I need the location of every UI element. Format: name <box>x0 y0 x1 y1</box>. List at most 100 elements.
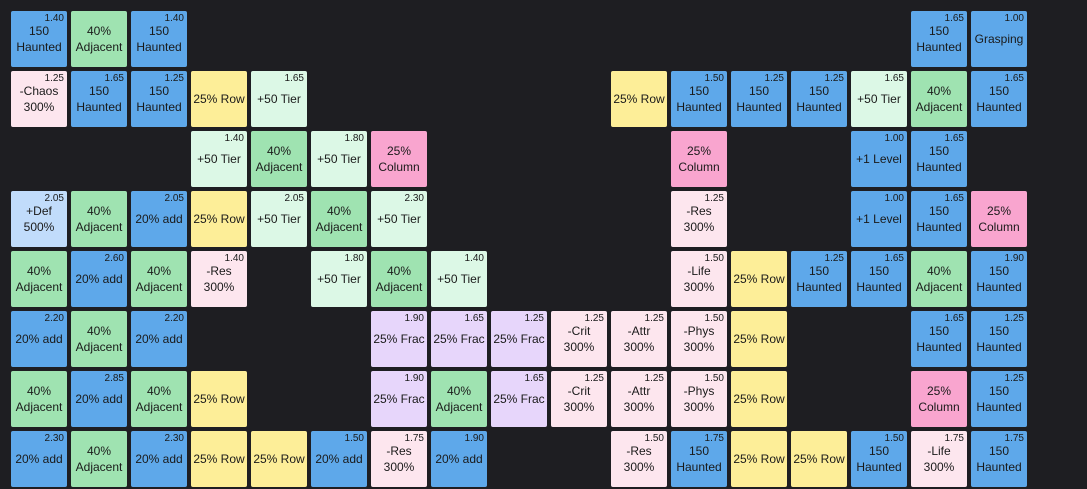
tile-r3-c14[interactable]: 1.00 +1 Level <box>851 191 907 247</box>
tile-r7-c16[interactable]: 1.75 150 Haunted <box>971 431 1027 487</box>
tile-r5-c9[interactable]: 1.25 -Crit 300% <box>551 311 607 367</box>
tile-r3-c2[interactable]: 2.05 20% add <box>131 191 187 247</box>
tile-r6-c6[interactable]: 1.90 25% Frac <box>371 371 427 427</box>
tile-r3-c1[interactable]: 40% Adjacent <box>71 191 127 247</box>
tile-r0-c1[interactable]: 40% Adjacent <box>71 11 127 67</box>
tile-r2-c3[interactable]: 1.40 +50 Tier <box>191 131 247 187</box>
tile-r6-c9[interactable]: 1.25 -Crit 300% <box>551 371 607 427</box>
tile-r1-c4[interactable]: 1.65 +50 Tier <box>251 71 307 127</box>
tile-r5-c8[interactable]: 1.25 25% Frac <box>491 311 547 367</box>
tile-r5-c1[interactable]: 40% Adjacent <box>71 311 127 367</box>
tile-r4-c6[interactable]: 40% Adjacent <box>371 251 427 307</box>
tile-r5-c2[interactable]: 2.20 20% add <box>131 311 187 367</box>
tile-r0-c2[interactable]: 1.40 150 Haunted <box>131 11 187 67</box>
tile-r3-c6[interactable]: 2.30 +50 Tier <box>371 191 427 247</box>
tile-r7-c2[interactable]: 2.30 20% add <box>131 431 187 487</box>
tile-r6-c10[interactable]: 1.25 -Attr 300% <box>611 371 667 427</box>
tile-label-line-1: 20% add <box>135 332 183 346</box>
tile-label-line-1: -Res <box>206 264 232 278</box>
tile-r4-c11[interactable]: 1.50 -Life 300% <box>671 251 727 307</box>
tile-r4-c2[interactable]: 40% Adjacent <box>131 251 187 307</box>
tile-r6-c16[interactable]: 1.25 150 Haunted <box>971 371 1027 427</box>
tile-label-line-2: 300% <box>923 460 955 474</box>
tile-label-line-2: Adjacent <box>255 160 303 174</box>
tile-r6-c15[interactable]: 25% Column <box>911 371 967 427</box>
tile-r7-c14[interactable]: 1.50 150 Haunted <box>851 431 907 487</box>
tile-r3-c11[interactable]: 1.25 -Res 300% <box>671 191 727 247</box>
tile-r7-c4[interactable]: 25% Row <box>251 431 307 487</box>
tile-r1-c10[interactable]: 25% Row <box>611 71 667 127</box>
tile-r4-c13[interactable]: 1.25 150 Haunted <box>791 251 847 307</box>
tile-multiplier: 1.25 <box>524 313 544 324</box>
tile-label-line-2: Adjacent <box>135 280 183 294</box>
tile-r5-c10[interactable]: 1.25 -Attr 300% <box>611 311 667 367</box>
tile-multiplier: 1.75 <box>404 433 424 444</box>
tile-r4-c1[interactable]: 2.60 20% add <box>71 251 127 307</box>
tile-r4-c0[interactable]: 40% Adjacent <box>11 251 67 307</box>
tile-multiplier: 2.05 <box>284 193 304 204</box>
tile-r2-c15[interactable]: 1.65 150 Haunted <box>911 131 967 187</box>
tile-r7-c7[interactable]: 1.90 20% add <box>431 431 487 487</box>
tile-r1-c3[interactable]: 25% Row <box>191 71 247 127</box>
tile-r3-c16[interactable]: 25% Column <box>971 191 1027 247</box>
tile-r1-c2[interactable]: 1.25 150 Haunted <box>131 71 187 127</box>
tile-r4-c15[interactable]: 40% Adjacent <box>911 251 967 307</box>
tile-r2-c14[interactable]: 1.00 +1 Level <box>851 131 907 187</box>
tile-r3-c5[interactable]: 40% Adjacent <box>311 191 367 247</box>
tile-r5-c16[interactable]: 1.25 150 Haunted <box>971 311 1027 367</box>
tile-r3-c3[interactable]: 25% Row <box>191 191 247 247</box>
tile-r3-c15[interactable]: 1.65 150 Haunted <box>911 191 967 247</box>
tile-r4-c5[interactable]: 1.80 +50 Tier <box>311 251 367 307</box>
tile-r4-c14[interactable]: 1.65 150 Haunted <box>851 251 907 307</box>
tile-r4-c12[interactable]: 25% Row <box>731 251 787 307</box>
tile-r2-c6[interactable]: 25% Column <box>371 131 427 187</box>
tile-r5-c11[interactable]: 1.50 -Phys 300% <box>671 311 727 367</box>
tile-r1-c15[interactable]: 40% Adjacent <box>911 71 967 127</box>
tile-r6-c2[interactable]: 40% Adjacent <box>131 371 187 427</box>
tile-r6-c3[interactable]: 25% Row <box>191 371 247 427</box>
tile-label-line-2: Haunted <box>736 100 782 114</box>
tile-r5-c7[interactable]: 1.65 25% Frac <box>431 311 487 367</box>
tile-r7-c11[interactable]: 1.75 150 Haunted <box>671 431 727 487</box>
tile-r0-c16[interactable]: 1.00 Grasping <box>971 11 1027 67</box>
tile-r7-c15[interactable]: 1.75 -Life 300% <box>911 431 967 487</box>
tile-r6-c8[interactable]: 1.65 25% Frac <box>491 371 547 427</box>
tile-r5-c0[interactable]: 2.20 20% add <box>11 311 67 367</box>
tile-r1-c0[interactable]: 1.25 -Chaos 300% <box>11 71 67 127</box>
tile-r7-c12[interactable]: 25% Row <box>731 431 787 487</box>
tile-r0-c15[interactable]: 1.65 150 Haunted <box>911 11 967 67</box>
tile-label-line-1: 150 <box>988 444 1010 458</box>
tile-r7-c5[interactable]: 1.50 20% add <box>311 431 367 487</box>
tile-r7-c13[interactable]: 25% Row <box>791 431 847 487</box>
tile-r6-c0[interactable]: 40% Adjacent <box>11 371 67 427</box>
tile-r5-c12[interactable]: 25% Row <box>731 311 787 367</box>
tile-r7-c10[interactable]: 1.50 -Res 300% <box>611 431 667 487</box>
tile-r4-c16[interactable]: 1.90 150 Haunted <box>971 251 1027 307</box>
tile-r3-c0[interactable]: 2.05 +Def 500% <box>11 191 67 247</box>
tile-r6-c1[interactable]: 2.85 20% add <box>71 371 127 427</box>
tile-r2-c5[interactable]: 1.80 +50 Tier <box>311 131 367 187</box>
tile-r6-c11[interactable]: 1.50 -Phys 300% <box>671 371 727 427</box>
tile-r1-c11[interactable]: 1.50 150 Haunted <box>671 71 727 127</box>
tile-r7-c0[interactable]: 2.30 20% add <box>11 431 67 487</box>
tile-r7-c3[interactable]: 25% Row <box>191 431 247 487</box>
tile-r0-c0[interactable]: 1.40 150 Haunted <box>11 11 67 67</box>
tile-r2-c4[interactable]: 40% Adjacent <box>251 131 307 187</box>
tile-label-line-2: Haunted <box>796 280 842 294</box>
tile-r6-c12[interactable]: 25% Row <box>731 371 787 427</box>
tile-r2-c11[interactable]: 25% Column <box>671 131 727 187</box>
tile-r5-c15[interactable]: 1.65 150 Haunted <box>911 311 967 367</box>
tile-r4-c7[interactable]: 1.40 +50 Tier <box>431 251 487 307</box>
tile-r1-c1[interactable]: 1.65 150 Haunted <box>71 71 127 127</box>
tile-r1-c13[interactable]: 1.25 150 Haunted <box>791 71 847 127</box>
tile-r1-c16[interactable]: 1.65 150 Haunted <box>971 71 1027 127</box>
tile-multiplier: 1.80 <box>344 133 364 144</box>
tile-r7-c6[interactable]: 1.75 -Res 300% <box>371 431 427 487</box>
tile-r5-c6[interactable]: 1.90 25% Frac <box>371 311 427 367</box>
tile-r7-c1[interactable]: 40% Adjacent <box>71 431 127 487</box>
tile-r4-c3[interactable]: 1.40 -Res 300% <box>191 251 247 307</box>
tile-r1-c14[interactable]: 1.65 +50 Tier <box>851 71 907 127</box>
tile-r1-c12[interactable]: 1.25 150 Haunted <box>731 71 787 127</box>
tile-r6-c7[interactable]: 40% Adjacent <box>431 371 487 427</box>
tile-r3-c4[interactable]: 2.05 +50 Tier <box>251 191 307 247</box>
